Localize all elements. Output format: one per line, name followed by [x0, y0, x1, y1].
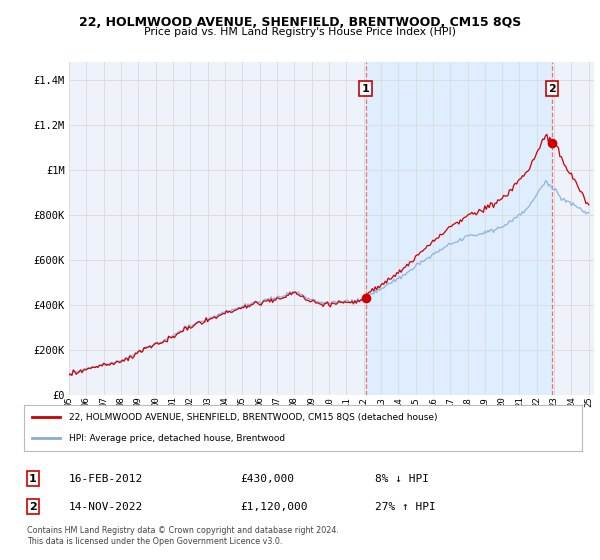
Text: 2: 2 — [29, 502, 37, 512]
Text: Contains HM Land Registry data © Crown copyright and database right 2024.: Contains HM Land Registry data © Crown c… — [27, 526, 339, 535]
Text: 27% ↑ HPI: 27% ↑ HPI — [375, 502, 436, 512]
Text: 8% ↓ HPI: 8% ↓ HPI — [375, 474, 429, 484]
Text: HPI: Average price, detached house, Brentwood: HPI: Average price, detached house, Bren… — [68, 434, 285, 443]
Text: 1: 1 — [29, 474, 37, 484]
Text: 22, HOLMWOOD AVENUE, SHENFIELD, BRENTWOOD, CM15 8QS: 22, HOLMWOOD AVENUE, SHENFIELD, BRENTWOO… — [79, 16, 521, 29]
Text: Price paid vs. HM Land Registry's House Price Index (HPI): Price paid vs. HM Land Registry's House … — [144, 27, 456, 38]
Text: 2: 2 — [548, 83, 556, 94]
Text: 1: 1 — [362, 83, 370, 94]
Text: £430,000: £430,000 — [240, 474, 294, 484]
Bar — [365, 62, 552, 395]
Text: 14-NOV-2022: 14-NOV-2022 — [69, 502, 143, 512]
Text: 22, HOLMWOOD AVENUE, SHENFIELD, BRENTWOOD, CM15 8QS (detached house): 22, HOLMWOOD AVENUE, SHENFIELD, BRENTWOO… — [68, 413, 437, 422]
Text: £1,120,000: £1,120,000 — [240, 502, 308, 512]
Text: This data is licensed under the Open Government Licence v3.0.: This data is licensed under the Open Gov… — [27, 537, 283, 546]
Text: 16-FEB-2012: 16-FEB-2012 — [69, 474, 143, 484]
